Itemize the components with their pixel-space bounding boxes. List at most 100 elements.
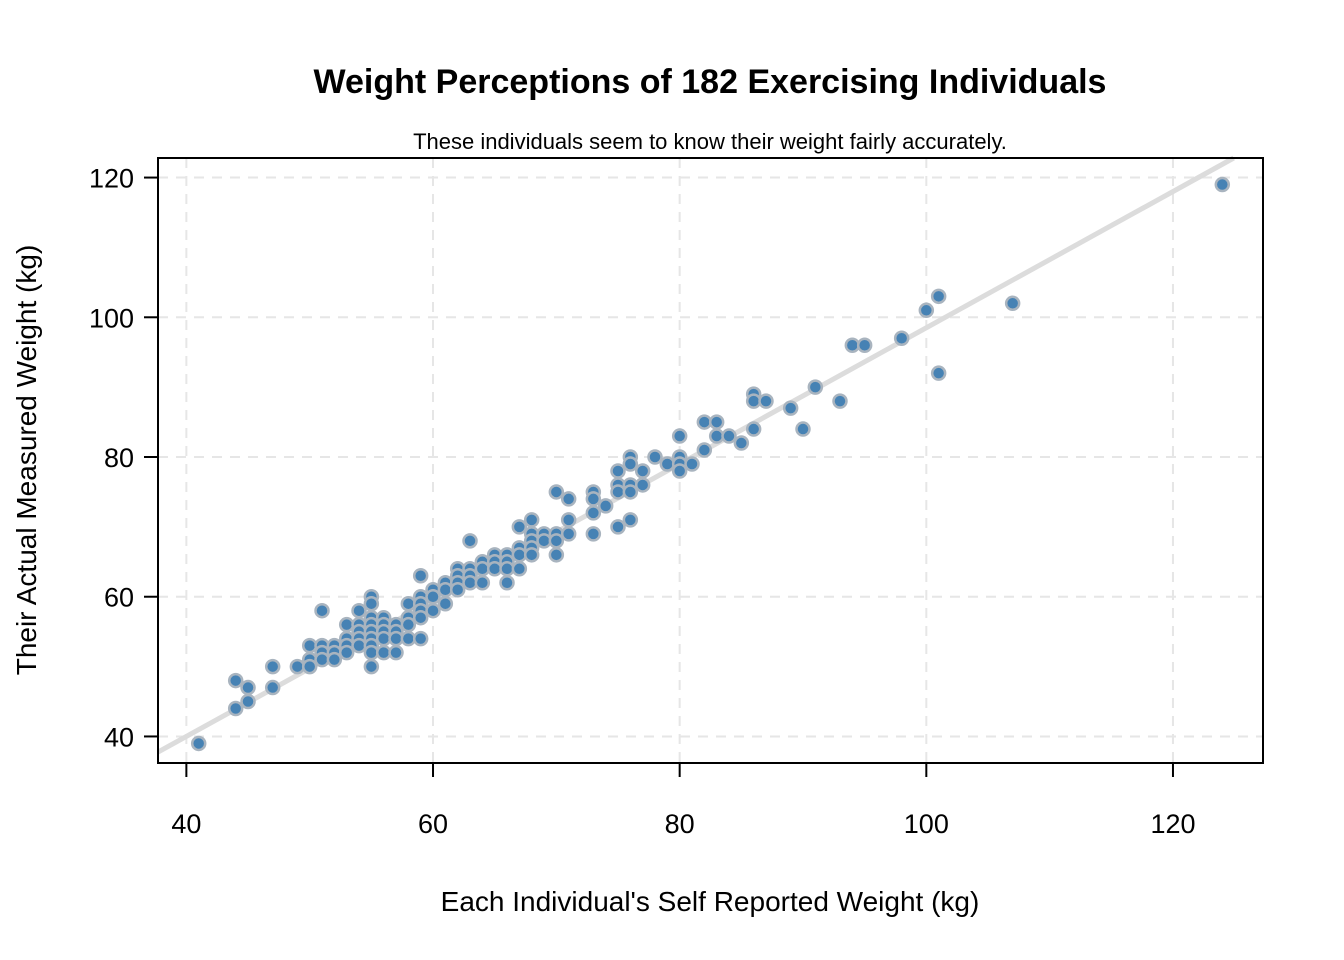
chart-title: Weight Perceptions of 182 Exercising Ind… [314, 63, 1107, 101]
data-point [671, 463, 688, 479]
data-point [363, 644, 380, 661]
grid-lines [158, 158, 1263, 763]
data-point [190, 735, 207, 752]
x-axis-label: Each Individual's Self Reported Weight (… [441, 886, 980, 917]
data-point [634, 477, 651, 493]
data-point [437, 581, 454, 598]
data-point [363, 658, 380, 675]
data-point [375, 630, 392, 647]
data-point [462, 533, 478, 549]
data-point [708, 428, 725, 444]
data-point [338, 644, 355, 661]
data-point [400, 630, 417, 647]
data-point [585, 505, 602, 521]
data-point [930, 365, 947, 381]
data-point [301, 658, 318, 675]
y-tick-label: 80 [104, 443, 134, 473]
data-point [264, 658, 281, 675]
data-point [474, 575, 491, 591]
data-point [425, 588, 441, 605]
data-point [388, 644, 404, 661]
data-point [536, 533, 552, 549]
data-point [523, 547, 540, 563]
data-point [560, 526, 577, 542]
data-point [1214, 176, 1231, 193]
y-axis-label: Their Actual Measured Weight (kg) [11, 245, 42, 676]
data-point [351, 637, 367, 654]
data-point [511, 519, 528, 535]
data-point [832, 393, 848, 409]
data-point [499, 575, 515, 591]
data-point [585, 526, 602, 542]
data-point [437, 595, 454, 612]
data-point [647, 449, 663, 465]
y-tick-label: 120 [89, 164, 134, 194]
x-tick-label: 100 [904, 809, 949, 839]
data-point [240, 693, 256, 710]
data-point [314, 651, 330, 668]
data-point [351, 602, 367, 619]
data-point [918, 302, 935, 319]
x-axis: 40 60 80 100 120 [171, 762, 1196, 839]
data-point [856, 337, 873, 353]
y-tick-label: 60 [104, 583, 134, 613]
data-point [363, 595, 380, 612]
data-point [622, 484, 639, 500]
data-point [388, 630, 404, 647]
data-point [400, 616, 417, 633]
data-point [474, 561, 491, 577]
x-tick-label: 60 [418, 809, 448, 839]
data-point [425, 602, 441, 619]
data-point [412, 568, 429, 584]
data-point [745, 393, 762, 409]
data-points [190, 176, 1231, 752]
data-point [634, 463, 651, 479]
data-point [560, 491, 577, 507]
data-point [708, 414, 725, 430]
data-point [782, 400, 799, 416]
data-point [733, 435, 750, 451]
plot-frame [157, 157, 1264, 764]
data-point [412, 630, 429, 647]
data-point [560, 512, 577, 528]
x-tick-label: 40 [171, 809, 201, 839]
data-point [301, 637, 318, 654]
x-tick-label: 120 [1150, 809, 1195, 839]
data-point [523, 512, 540, 528]
data-point [758, 393, 774, 409]
data-point [548, 547, 565, 563]
data-point [338, 616, 355, 633]
data-point [499, 561, 515, 577]
data-point [807, 379, 824, 395]
y-axis: 40 60 80 100 120 [89, 164, 158, 752]
data-point [1004, 295, 1021, 312]
data-point [844, 337, 861, 353]
data-point [610, 484, 626, 500]
data-point [795, 421, 811, 437]
data-point [462, 575, 478, 591]
data-point [511, 561, 528, 577]
data-point [659, 456, 676, 472]
data-point [721, 428, 737, 444]
data-point [684, 456, 700, 472]
data-point [264, 679, 281, 696]
data-point [622, 512, 639, 528]
y-tick-label: 100 [89, 303, 134, 333]
data-point [486, 561, 503, 577]
data-point [622, 456, 639, 472]
data-point [240, 679, 256, 696]
data-point [696, 414, 713, 430]
data-point [227, 672, 244, 689]
data-point [511, 547, 528, 563]
data-point [326, 651, 343, 668]
data-point [400, 595, 417, 612]
data-point [314, 602, 330, 619]
data-point [289, 658, 306, 675]
data-point [696, 442, 713, 458]
data-point [930, 288, 947, 305]
y-tick-label: 40 [104, 722, 134, 752]
data-point [671, 428, 688, 444]
data-point [548, 533, 565, 549]
data-point [745, 421, 762, 437]
